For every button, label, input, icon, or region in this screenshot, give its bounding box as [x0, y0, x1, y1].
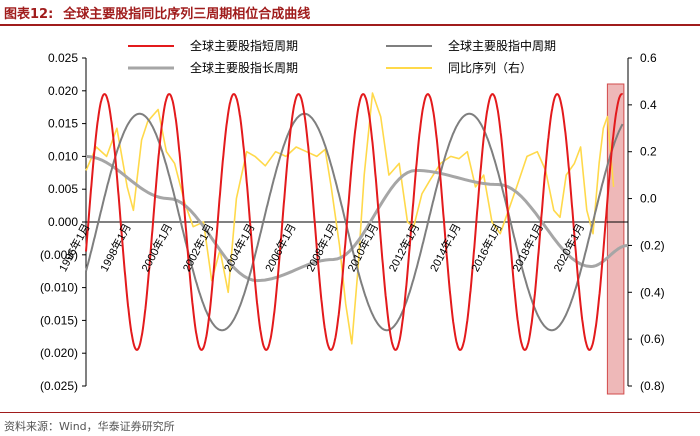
left-tick-label: 0.020 [48, 84, 78, 98]
chart-title-prefix: 图表12: [4, 7, 54, 22]
x-tick-label: 2008年1月 [303, 221, 340, 274]
title-rule [0, 24, 700, 26]
legend-label: 同比序列（右） [448, 60, 532, 75]
x-tick-label: 2000年1月 [138, 221, 175, 274]
right-tick-label: (0.4) [640, 285, 665, 299]
right-tick-label: (0.2) [640, 238, 665, 252]
x-tick-label: 1998年1月 [97, 221, 134, 274]
legend-label: 全球主要股指中周期 [448, 38, 556, 53]
left-tick-label: (0.005) [40, 248, 78, 262]
right-tick-label: 0.0 [640, 192, 657, 206]
right-tick-label: 0.2 [640, 145, 657, 159]
source-note: 资料来源：Wind，华泰证券研究所 [4, 420, 175, 433]
chart-title: 图表12: 全球主要股指同比序列三周期相位合成曲线 [4, 3, 310, 22]
left-tick-label: 0.010 [48, 149, 78, 163]
left-tick-label: 0.005 [48, 182, 78, 196]
x-tick-label: 2018年1月 [509, 221, 546, 274]
left-tick-label: 0.015 [48, 117, 78, 131]
right-tick-label: (0.8) [640, 379, 665, 393]
left-tick-label: (0.020) [40, 346, 78, 360]
left-tick-label: 0.000 [48, 215, 78, 229]
legend-label: 全球主要股指长周期 [190, 60, 298, 75]
highlight-band [606, 83, 625, 395]
x-tick-label: 2006年1月 [262, 221, 299, 274]
right-tick-label: 0.6 [640, 51, 657, 65]
x-tick-label: 2002年1月 [179, 221, 216, 274]
left-tick-label: 0.025 [48, 51, 78, 65]
left-tick-label: (0.025) [40, 379, 78, 393]
series-short-line [85, 93, 624, 351]
left-tick-label: (0.010) [40, 281, 78, 295]
source-rule [0, 412, 700, 413]
title-bar: 图表12: 全球主要股指同比序列三周期相位合成曲线 [0, 0, 700, 26]
legend-label: 全球主要股指短周期 [190, 38, 298, 53]
chart-title-text: 全球主要股指同比序列三周期相位合成曲线 [63, 7, 311, 22]
right-tick-label: (0.6) [640, 332, 665, 346]
left-tick-label: (0.015) [40, 313, 78, 327]
right-tick-label: 0.4 [640, 98, 657, 112]
x-tick-label: 2010年1月 [344, 221, 381, 274]
series-yoy-line [85, 92, 615, 345]
